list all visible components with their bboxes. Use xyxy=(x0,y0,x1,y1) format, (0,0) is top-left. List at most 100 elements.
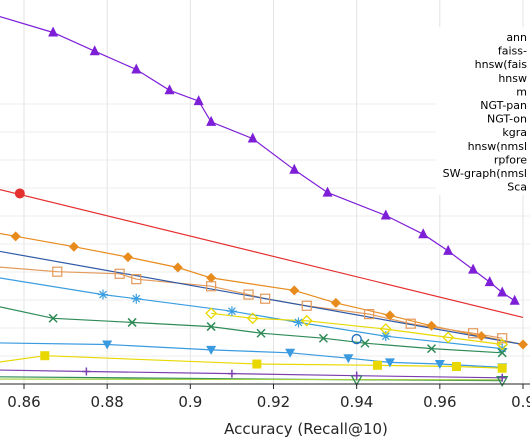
data-point-s3-1 xyxy=(10,231,21,242)
data-point-s0-16 xyxy=(497,286,508,297)
data-point-s3-4 xyxy=(172,262,183,273)
data-point-s11-3 xyxy=(372,360,382,370)
data-point-s13-2 xyxy=(227,369,236,378)
data-point-s11-1 xyxy=(40,351,50,361)
legend-label: Sca xyxy=(507,181,527,194)
data-point-s0-14 xyxy=(468,263,479,274)
data-point-s8-4 xyxy=(442,331,455,344)
data-point-s10-1 xyxy=(102,340,113,350)
data-point-s7-8 xyxy=(497,348,507,358)
data-point-s0-13 xyxy=(443,244,454,255)
legend-label: hnsw(fais xyxy=(475,58,528,71)
markers xyxy=(10,26,528,388)
data-point-s0-17 xyxy=(509,294,520,305)
data-point-s7-4 xyxy=(256,328,266,338)
legend: annfaiss-hnsw(faishnswmNGT-panNGT-onkgra… xyxy=(436,27,530,195)
data-point-s4-13 xyxy=(497,333,508,344)
data-point-s0-11 xyxy=(380,209,391,220)
x-axis-label: Accuracy (Recall@10) xyxy=(224,420,388,438)
legend-box xyxy=(436,27,530,195)
data-point-s8-2 xyxy=(300,314,313,327)
data-point-s11-5 xyxy=(497,363,507,373)
x-tick-label: 0.92 xyxy=(257,393,290,411)
series-line-8 xyxy=(211,312,503,346)
data-point-s4-12 xyxy=(468,328,479,339)
legend-label: hnsw xyxy=(498,72,527,85)
x-tick-label: 0.9 xyxy=(178,393,202,411)
data-point-s0-5 xyxy=(164,84,175,95)
data-point-s0-7 xyxy=(206,115,217,126)
x-tick-label: 0.94 xyxy=(340,393,373,411)
data-point-s8-1 xyxy=(246,312,259,325)
data-point-s3-3 xyxy=(122,252,133,263)
legend-label: ann xyxy=(506,31,527,44)
series-line-10 xyxy=(0,342,503,368)
data-point-s4-3 xyxy=(52,266,63,277)
data-point-s13-4 xyxy=(498,373,507,382)
data-point-s7-2 xyxy=(127,317,137,327)
data-point-s6-3 xyxy=(131,293,142,304)
data-point-s3-5 xyxy=(206,272,217,283)
data-point-s6-5 xyxy=(293,317,304,328)
legend-label: rpfore xyxy=(494,153,527,166)
data-point-s0-12 xyxy=(418,228,429,239)
data-point-s3-8 xyxy=(384,310,395,321)
x-tick-label: 0.86 xyxy=(7,393,40,411)
legend-label: SW-graph(nmsl xyxy=(443,167,527,180)
data-point-s10-3 xyxy=(285,348,296,358)
data-point-s7-3 xyxy=(206,322,216,332)
legend-label: m xyxy=(516,85,527,98)
x-ticks: 0.86 0.88 0.9 0.92 0.94 0.96 0.9 xyxy=(7,384,530,411)
data-point-s10-6 xyxy=(434,360,445,370)
data-point-s4-8 xyxy=(260,293,271,304)
data-point-s8-3 xyxy=(379,323,392,336)
data-point-s3-9 xyxy=(426,320,437,331)
data-point-s4-5 xyxy=(131,274,142,285)
data-point-s13-1 xyxy=(82,367,91,376)
x-tick-label: 0.88 xyxy=(90,393,123,411)
data-point-s11-2 xyxy=(252,359,262,369)
data-point-s3-10 xyxy=(476,331,487,342)
data-point-s6-2 xyxy=(98,289,109,300)
data-point-s0-9 xyxy=(289,163,300,174)
data-point-s4-6 xyxy=(206,281,217,292)
legend-label: kgra xyxy=(502,126,527,139)
data-point-s7-7 xyxy=(426,344,437,354)
legend-label: faiss- xyxy=(498,45,527,58)
data-point-s4-4 xyxy=(114,268,125,279)
data-point-s6-4 xyxy=(226,306,237,317)
data-point-s7-5 xyxy=(318,333,328,343)
data-point-s3-7 xyxy=(330,297,341,308)
data-point-s3-6 xyxy=(289,285,300,296)
data-point-s9-0 xyxy=(351,333,362,345)
data-point-s2-0 xyxy=(14,188,25,199)
data-point-s11-4 xyxy=(451,362,461,372)
data-point-s0-8 xyxy=(247,132,258,143)
data-point-s0-6 xyxy=(193,95,204,106)
data-point-s8-5 xyxy=(496,338,509,351)
series-line-1 xyxy=(0,188,524,318)
data-point-s3-2 xyxy=(68,241,79,252)
data-point-s0-2 xyxy=(48,26,59,37)
data-point-s0-15 xyxy=(484,276,495,287)
series-line-11 xyxy=(0,355,503,369)
data-point-s3-11 xyxy=(518,339,528,350)
legend-entries: annfaiss-hnsw(faishnswmNGT-panNGT-onkgra… xyxy=(443,31,528,194)
data-point-s4-9 xyxy=(301,300,312,311)
data-point-s0-3 xyxy=(89,45,100,56)
series-line-14 xyxy=(0,378,503,381)
series-line-4 xyxy=(0,266,503,339)
x-tick-label: 0.9 xyxy=(511,393,530,411)
legend-label: NGT-on xyxy=(487,113,527,126)
data-point-s7-1 xyxy=(48,313,58,323)
data-point-s6-6 xyxy=(380,331,391,342)
data-point-s4-11 xyxy=(405,318,416,329)
data-point-s10-5 xyxy=(384,358,395,368)
legend-label: NGT-pan xyxy=(480,99,527,112)
data-point-s0-10 xyxy=(322,186,333,197)
legend-label: hnsw(nmsl xyxy=(468,140,527,153)
data-point-s13-3 xyxy=(352,371,361,380)
data-point-s8-0 xyxy=(205,307,218,320)
data-point-s0-4 xyxy=(131,63,142,74)
